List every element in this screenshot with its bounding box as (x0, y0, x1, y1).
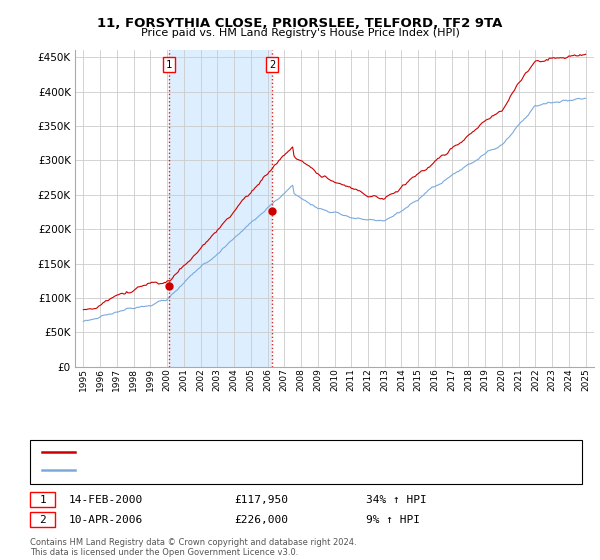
Text: 11, FORSYTHIA CLOSE, PRIORSLEE, TELFORD, TF2 9TA: 11, FORSYTHIA CLOSE, PRIORSLEE, TELFORD,… (97, 17, 503, 30)
Text: 34% ↑ HPI: 34% ↑ HPI (366, 494, 427, 505)
Text: 1: 1 (166, 60, 172, 70)
Text: 2: 2 (269, 60, 275, 70)
Text: Price paid vs. HM Land Registry's House Price Index (HPI): Price paid vs. HM Land Registry's House … (140, 28, 460, 38)
Bar (169, 50, 272, 367)
Text: 2: 2 (39, 515, 46, 525)
Text: 9% ↑ HPI: 9% ↑ HPI (366, 515, 420, 525)
Text: 10-APR-2006: 10-APR-2006 (69, 515, 143, 525)
Text: HPI: Average price, detached house, Telford and Wrekin: HPI: Average price, detached house, Telf… (81, 465, 352, 475)
Text: 11, FORSYTHIA CLOSE, PRIORSLEE, TELFORD, TF2 9TA (detached house): 11, FORSYTHIA CLOSE, PRIORSLEE, TELFORD,… (81, 447, 435, 458)
Text: £226,000: £226,000 (234, 515, 288, 525)
Text: 14-FEB-2000: 14-FEB-2000 (69, 494, 143, 505)
Text: £117,950: £117,950 (234, 494, 288, 505)
Text: Contains HM Land Registry data © Crown copyright and database right 2024.
This d: Contains HM Land Registry data © Crown c… (30, 538, 356, 557)
Text: 1: 1 (39, 494, 46, 505)
